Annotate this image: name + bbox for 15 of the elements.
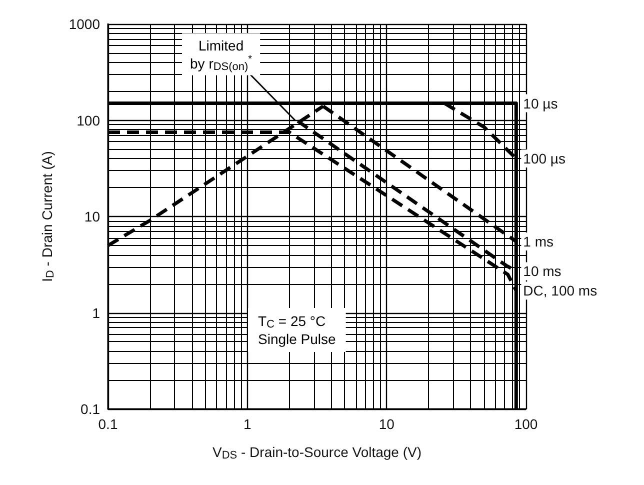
y-tick-label: 10 — [84, 208, 100, 224]
series-label: 100 µs — [523, 150, 566, 167]
y-tick-label: 100 — [76, 112, 100, 128]
y-axis-title: ID - Drain Current (A) — [39, 151, 56, 282]
y-tick-label: 0.1 — [80, 401, 100, 417]
x-tick-label: 10 — [378, 416, 395, 432]
series-label: 10 µs — [523, 95, 558, 112]
series-label: 10 ms — [523, 263, 562, 280]
x-tick-label: 100 — [514, 416, 538, 432]
y-tick-label: 1000 — [68, 16, 100, 32]
x-tick-label: 0.1 — [98, 416, 118, 432]
series-label: DC, 100 ms — [523, 282, 598, 299]
x-tick-label: 1 — [243, 416, 252, 432]
y-tick-label: 1 — [92, 304, 100, 321]
series-label: 1 ms — [523, 233, 554, 250]
